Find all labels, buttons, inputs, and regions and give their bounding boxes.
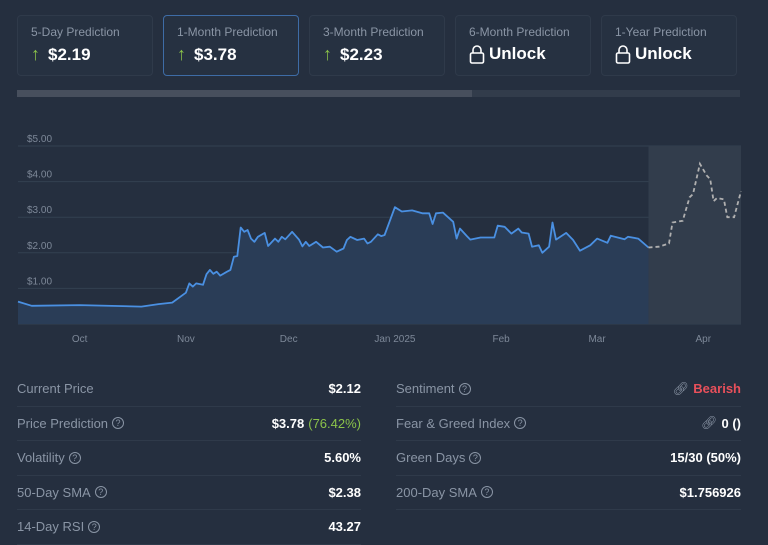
stat-label: Green Days <box>396 450 466 466</box>
x-tick-label: Dec <box>280 334 298 345</box>
stat-change: (76.42%) <box>308 415 361 431</box>
stat-value: $2.12 <box>328 381 361 397</box>
stat-value: Bearish <box>693 381 741 397</box>
arrow-up-icon: ↑ <box>31 44 40 64</box>
help-icon[interactable]: ? <box>514 417 527 430</box>
stat-value: $3.78 <box>271 415 305 431</box>
scrollbar-thumb[interactable] <box>17 90 473 97</box>
stat-value: $2.38 <box>328 484 361 500</box>
x-tick-label: Jan 2025 <box>374 334 416 345</box>
forecast-line <box>648 161 742 249</box>
card-value: $2.23 <box>340 44 383 64</box>
stat-label: Current Price <box>17 381 94 397</box>
arrow-up-icon: ↑ <box>323 44 332 64</box>
card-value: $2.19 <box>48 44 91 64</box>
card-6-month[interactable]: 6-Month Prediction Unlock <box>455 15 591 76</box>
price-line <box>17 206 650 308</box>
x-tick-label: Oct <box>72 334 88 345</box>
y-tick-label: $2.00 <box>27 241 52 252</box>
card-3-month[interactable]: 3-Month Prediction ↑ $2.23 <box>309 15 445 76</box>
x-tick-label: Mar <box>588 334 606 345</box>
stat-current-price: Current Price $2.12 <box>17 372 361 407</box>
card-label: 1-Month Prediction <box>177 25 278 39</box>
stat-14-day-rsi: 14-Day RSI? 43.27 <box>17 510 361 545</box>
card-value: $3.78 <box>194 44 237 64</box>
link-icon[interactable]: 🔗︎ <box>672 380 690 396</box>
stat-price-prediction: Price Prediction? $3.78 (76.42%) <box>17 407 361 441</box>
stat-label: Price Prediction <box>17 415 109 431</box>
forecast-region <box>648 146 741 324</box>
card-label: 1-Year Prediction <box>615 25 707 39</box>
x-tick-label: Nov <box>177 334 195 345</box>
help-icon[interactable]: ? <box>68 451 81 464</box>
card-1-month[interactable]: 1-Month Prediction ↑ $3.78 <box>163 15 299 76</box>
stat-fear-greed: Fear & Greed Index? 🔗︎ 0 () <box>396 407 742 441</box>
stat-value: $1.756926 <box>679 484 741 500</box>
help-icon[interactable]: ? <box>458 382 471 395</box>
card-label: 5-Day Prediction <box>31 25 120 39</box>
arrow-up-icon: ↑ <box>177 44 186 64</box>
stat-value: 0 () <box>721 415 742 431</box>
y-tick-label: $4.00 <box>27 170 52 181</box>
stat-label: 50-Day SMA <box>17 484 91 500</box>
help-icon[interactable]: ? <box>94 486 107 499</box>
unlock-button[interactable]: Unlock <box>489 44 546 63</box>
horizontal-scrollbar[interactable] <box>17 90 740 97</box>
stat-label: Fear & Greed Index <box>396 415 511 431</box>
stat-value: 15/30 (50%) <box>670 450 741 466</box>
x-tick-label: Apr <box>696 334 712 345</box>
card-1-year[interactable]: 1-Year Prediction Unlock <box>601 15 737 76</box>
stat-label: Volatility <box>17 450 65 466</box>
stats-right: Sentiment? 🔗︎ Bearish Fear & Greed Index? 🔗… <box>396 372 741 510</box>
price-chart: $0.00$1.00$2.00$3.00$4.00$5.00OctNovDecJ… <box>17 134 742 345</box>
help-icon[interactable]: ? <box>88 520 101 533</box>
card-label: 3-Month Prediction <box>323 25 424 39</box>
stat-200-day-sma: 200-Day SMA? $1.756926 <box>396 476 741 510</box>
help-icon[interactable]: ? <box>480 486 493 499</box>
card-5-day[interactable]: 5-Day Prediction ↑ $2.19 <box>17 15 153 76</box>
y-tick-label: $3.00 <box>27 205 52 216</box>
price-area <box>18 207 649 324</box>
prediction-cards: 5-Day Prediction ↑ $2.19 1-Month Predictio… <box>17 15 737 76</box>
stat-label: 14-Day RSI <box>17 519 85 535</box>
help-icon[interactable]: ? <box>112 417 125 430</box>
stat-label: Sentiment <box>396 381 455 397</box>
stat-label: 200-Day SMA <box>396 484 477 500</box>
link-icon[interactable]: 🔗︎ <box>700 415 718 431</box>
y-tick-label: $5.00 <box>27 134 52 145</box>
card-label: 6-Month Prediction <box>469 25 570 39</box>
stat-volatility: Volatility? 5.60% <box>17 441 361 476</box>
unlock-button[interactable]: Unlock <box>635 44 692 63</box>
stats-left: Current Price $2.12 Price Prediction? $3.7… <box>17 372 361 545</box>
x-tick-label: Feb <box>493 334 511 345</box>
stat-green-days: Green Days? 15/30 (50%) <box>396 441 741 476</box>
stat-sentiment: Sentiment? 🔗︎ Bearish <box>396 372 741 407</box>
lock-icon <box>469 44 485 64</box>
stat-value: 5.60% <box>324 450 361 466</box>
stat-50-day-sma: 50-Day SMA? $2.38 <box>17 476 361 510</box>
y-tick-label: $1.00 <box>27 276 52 287</box>
help-icon[interactable]: ? <box>469 451 482 464</box>
stat-value: 43.27 <box>328 519 361 535</box>
lock-icon <box>615 44 631 64</box>
